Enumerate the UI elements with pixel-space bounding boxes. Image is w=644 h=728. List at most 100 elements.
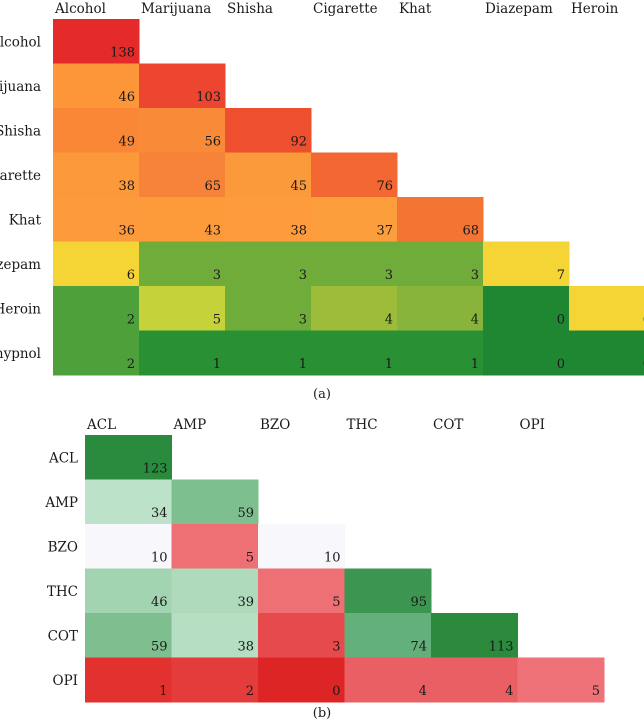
cell-value: 4	[385, 313, 393, 328]
cell-value: 39	[237, 595, 254, 610]
heatmap-cell	[225, 197, 312, 242]
heatmap-cell	[569, 330, 644, 376]
column-header: AMP	[173, 417, 207, 433]
heatmap-cell	[171, 568, 259, 614]
cell-value: 10	[324, 551, 341, 566]
cell-value: 3	[471, 268, 479, 283]
cell-value: 1	[299, 357, 307, 372]
heatmap-cell	[397, 286, 484, 331]
heatmap-cell	[311, 152, 398, 198]
heatmap-cell	[397, 330, 484, 376]
cell-value: 46	[118, 90, 135, 105]
cell-value: 68	[462, 224, 479, 239]
heatmap-cell	[483, 286, 570, 331]
heatmap-cell	[311, 197, 398, 242]
cell-value: 5	[332, 595, 340, 610]
cell-value: 5	[592, 684, 600, 699]
cell-value: 4	[505, 684, 513, 699]
heatmap-cell	[225, 152, 312, 198]
cell-value: 7	[557, 268, 565, 283]
heatmap-cell	[483, 330, 570, 376]
heatmap-cell	[397, 197, 484, 242]
cell-value: 6	[643, 313, 644, 328]
cell-value: 76	[376, 179, 393, 194]
heatmap-cell	[258, 657, 345, 703]
row-label: Cigarette	[0, 168, 41, 184]
column-header: OPI	[520, 417, 545, 433]
heatmap-cell	[225, 108, 312, 153]
cell-value: 34	[151, 506, 168, 521]
column-header: BZO	[260, 417, 290, 433]
heatmap-cell	[431, 657, 518, 703]
cell-value: 3	[213, 268, 221, 283]
row-label: COT	[48, 628, 78, 644]
cell-value: 1	[159, 684, 167, 699]
heatmap-cell	[85, 657, 172, 703]
subfigure-label: (a)	[313, 387, 331, 402]
heatmap-cell	[53, 330, 140, 376]
heatmap-cell	[139, 286, 226, 331]
heatmap-cell	[311, 241, 398, 287]
cell-value: 38	[118, 179, 135, 194]
heatmap-cell	[53, 286, 140, 331]
cell-value: 36	[118, 224, 135, 239]
cell-value: 74	[410, 640, 427, 655]
heatmap-cell	[85, 524, 172, 569]
cell-value: 95	[410, 595, 427, 610]
heatmap-cell	[53, 241, 140, 287]
heatmap-cell	[139, 241, 226, 287]
cell-value: 59	[237, 506, 254, 521]
heatmap-cell	[258, 613, 345, 658]
heatmap-cell	[569, 286, 644, 331]
cell-value: 1	[385, 357, 393, 372]
heatmap-cell	[85, 435, 172, 480]
heatmap-cell	[258, 524, 345, 569]
cell-value: 2	[127, 357, 135, 372]
heatmap-cell	[171, 613, 259, 658]
row-label: Marijuana	[0, 79, 41, 95]
column-header: COT	[433, 417, 463, 433]
row-label: Khat	[9, 212, 42, 228]
column-header: Cigarette	[313, 1, 378, 17]
heatmap-cell	[139, 152, 226, 198]
cell-value: 45	[290, 179, 307, 194]
cell-value: 3	[299, 313, 307, 328]
heatmap-cell	[225, 286, 312, 331]
cell-value: 4	[471, 313, 479, 328]
cell-value: 49	[118, 135, 135, 150]
heatmap-cell	[53, 63, 140, 109]
column-header: Shisha	[227, 1, 273, 17]
row-label: BZO	[48, 539, 78, 555]
row-label: Heroin	[0, 301, 41, 317]
cell-value: 10	[151, 551, 168, 566]
cell-value: 6	[127, 268, 135, 283]
cell-value: 4	[419, 684, 427, 699]
heatmap-cell	[225, 330, 312, 376]
column-header: Diazepam	[485, 1, 553, 17]
heatmap-cell	[139, 63, 226, 109]
column-header: ACL	[86, 417, 116, 433]
cell-value: 92	[290, 135, 307, 150]
column-header: Alcohol	[54, 1, 106, 17]
row-label: THC	[47, 584, 78, 600]
heatmap-cell	[258, 568, 345, 614]
row-label: OPI	[53, 673, 78, 689]
cell-value: 3	[299, 268, 307, 283]
cell-value: 3	[332, 640, 340, 655]
heatmap-cell	[139, 197, 226, 242]
column-header: Marijuana	[141, 1, 211, 17]
heatmap-cell	[85, 568, 172, 614]
column-header: Heroin	[571, 1, 619, 17]
heatmap-cell	[483, 241, 570, 287]
cell-value: 43	[204, 224, 221, 239]
cell-value: 103	[196, 90, 221, 105]
cell-value: 0	[332, 684, 340, 699]
row-label: ACL	[48, 450, 78, 466]
heatmap-cell	[171, 524, 259, 569]
heatmap-cell	[53, 108, 140, 153]
heatmap-cell	[53, 152, 140, 198]
heatmap-cell	[431, 613, 518, 658]
heatmap-cell	[344, 568, 432, 614]
